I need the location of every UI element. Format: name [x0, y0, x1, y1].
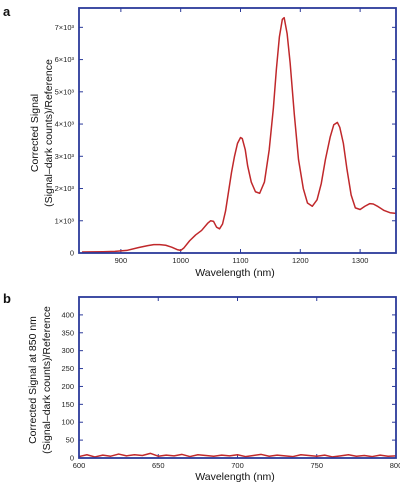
panel-b-ylabel-line1: Corrected Signal at 850 nm [27, 316, 39, 444]
y-tick-label: 1×10³ [55, 216, 75, 225]
chart-panel-b: b Corrected Signal at 850 nm (Signal–dar… [3, 291, 400, 483]
panel-b-ylabel-line2: (Signal–dark counts)/Reference [41, 306, 53, 454]
panel-a-frame [78, 7, 397, 254]
panel-a-ylabel-line2: (Signal–dark counts)/Reference [43, 59, 55, 207]
x-tick-label: 1200 [292, 256, 309, 265]
panel-b-xlabel: Wavelength (nm) [195, 471, 275, 483]
y-tick-label: 4×10³ [55, 120, 75, 129]
y-tick-label: 6×10³ [55, 55, 75, 64]
y-tick-label: 5×10³ [55, 87, 75, 96]
panel-b-frame [78, 296, 397, 459]
panel-a-xlabel: Wavelength (nm) [195, 267, 275, 279]
y-tick-label: 2×10³ [55, 184, 75, 193]
panel-a-ylabel-line1: Corrected Signal [29, 94, 41, 172]
y-tick-label: 400 [61, 310, 74, 319]
panel-a-letter: a [3, 4, 11, 19]
y-tick-label: 250 [61, 364, 74, 373]
y-tick-label: 150 [61, 400, 74, 409]
y-tick-label: 300 [61, 346, 74, 355]
x-tick-label: 900 [115, 256, 128, 265]
x-tick-label: 750 [310, 461, 323, 470]
x-tick-label: 1300 [352, 256, 369, 265]
chart-panel-a: a Corrected Signal (Signal–dark counts)/… [3, 4, 397, 279]
y-tick-label: 200 [61, 382, 74, 391]
x-tick-label: 1000 [172, 256, 189, 265]
y-tick-label: 350 [61, 328, 74, 337]
panel-b-letter: b [3, 291, 11, 306]
y-tick-label: 7×10³ [55, 23, 75, 32]
y-tick-label: 0 [70, 249, 74, 258]
x-tick-label: 650 [152, 461, 165, 470]
x-tick-label: 1100 [232, 256, 248, 265]
y-tick-label: 100 [61, 418, 74, 427]
y-tick-label: 50 [66, 436, 74, 445]
panel-b-ticks: 600 650 700 750 800 0 50 100 150 200 250 300 350 400 [61, 297, 400, 470]
x-tick-label: 800 [390, 461, 400, 470]
x-tick-label: 700 [231, 461, 244, 470]
panel-b-series-line [78, 452, 397, 458]
x-tick-label: 600 [73, 461, 86, 470]
y-tick-label: 3×10³ [55, 152, 75, 161]
y-tick-label: 0 [70, 454, 74, 463]
panel-a-series-line [81, 16, 397, 253]
panel-a-ticks: 900 1000 1100 1200 1300 0 1×10³ 2×10³ 3×10³ 4×10³… [55, 8, 396, 265]
